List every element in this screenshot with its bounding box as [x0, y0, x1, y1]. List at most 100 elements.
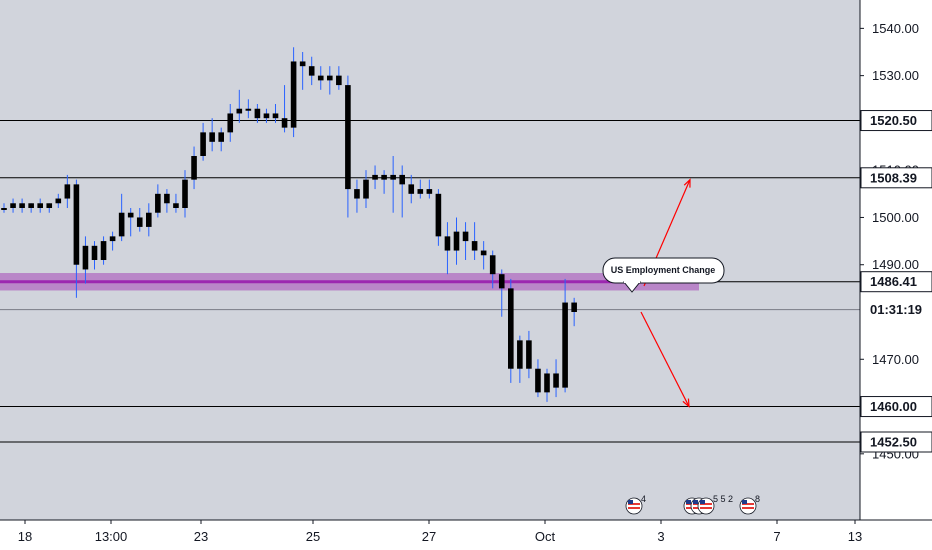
candle-body	[345, 85, 351, 190]
candle-38[interactable]	[345, 75, 351, 218]
candle-body	[399, 174, 405, 185]
candle-body	[517, 340, 523, 369]
candle-40[interactable]	[363, 170, 369, 208]
arrow-head	[682, 398, 690, 408]
event-count: 4	[641, 494, 646, 504]
price-label-1[interactable]: 1508.39	[860, 167, 932, 189]
x-tick-label: Oct	[535, 529, 556, 544]
candle-body	[227, 113, 234, 133]
candle-62[interactable]	[562, 278, 568, 393]
candle-45[interactable]	[408, 174, 415, 204]
economic-events[interactable]: 4 5 5 2 8	[625, 494, 760, 515]
candle-3[interactable]	[28, 203, 34, 213]
candle-61[interactable]	[553, 359, 559, 398]
candle-body	[290, 61, 297, 128]
candle-11[interactable]	[100, 236, 107, 265]
candle-47[interactable]	[426, 179, 433, 199]
candle-15[interactable]	[136, 208, 143, 232]
candle-body	[173, 203, 179, 208]
annotation-box[interactable]	[602, 257, 725, 284]
candle-9[interactable]	[82, 236, 89, 284]
candle-39[interactable]	[354, 179, 360, 213]
candle-54[interactable]	[489, 250, 496, 289]
candle-8[interactable]	[73, 179, 80, 298]
arrow-down[interactable]	[640, 311, 690, 408]
candle-42[interactable]	[381, 170, 387, 194]
candle-41[interactable]	[372, 165, 378, 190]
candle-16[interactable]	[146, 203, 152, 237]
candle-37[interactable]	[336, 66, 342, 90]
candle-60[interactable]	[544, 368, 550, 402]
candle-body	[64, 184, 71, 199]
candle-34[interactable]	[308, 56, 315, 86]
candle-body	[317, 75, 324, 81]
candle-22[interactable]	[200, 122, 206, 161]
candle-27[interactable]	[245, 99, 252, 119]
candle-body	[19, 203, 25, 208]
x-tick-label: 13	[848, 529, 862, 544]
candle-26[interactable]	[236, 89, 243, 123]
candle-18[interactable]	[164, 189, 170, 213]
candle-49[interactable]	[444, 222, 451, 275]
candle-7[interactable]	[64, 174, 71, 208]
candle-58[interactable]	[526, 330, 532, 379]
candle-23[interactable]	[209, 118, 215, 152]
candle-4[interactable]	[37, 198, 43, 213]
candle-14[interactable]	[127, 208, 134, 237]
candle-13[interactable]	[118, 193, 125, 242]
x-tick-label: 3	[657, 529, 664, 544]
candle-43[interactable]	[390, 156, 396, 213]
candle-57[interactable]	[517, 335, 523, 383]
candle-24[interactable]	[218, 127, 224, 152]
candle-29[interactable]	[263, 108, 270, 123]
candle-1[interactable]	[10, 198, 16, 213]
candle-46[interactable]	[417, 179, 424, 199]
candle-35[interactable]	[317, 66, 324, 90]
event-marker-2[interactable]: 8	[739, 494, 760, 515]
candle-30[interactable]	[272, 104, 279, 123]
candle-48[interactable]	[435, 189, 442, 246]
candle-56[interactable]	[508, 278, 514, 383]
candle-6[interactable]	[55, 193, 62, 208]
candle-32[interactable]	[290, 47, 297, 138]
candle-17[interactable]	[155, 184, 161, 218]
candle-51[interactable]	[462, 222, 469, 260]
candle-36[interactable]	[327, 66, 333, 95]
candle-28[interactable]	[254, 104, 261, 123]
candle-body	[444, 236, 451, 251]
candle-50[interactable]	[453, 217, 460, 265]
candle-55[interactable]	[498, 269, 505, 317]
candle-0[interactable]	[1, 203, 7, 213]
candle-31[interactable]	[281, 85, 288, 133]
price-label-3[interactable]: 01:31:19	[861, 299, 932, 320]
price-label-text: 1460.00	[870, 399, 917, 414]
candle-63[interactable]	[571, 297, 577, 327]
candle-44[interactable]	[399, 165, 405, 218]
candle-body	[191, 156, 197, 180]
candle-10[interactable]	[91, 241, 98, 270]
candle-body	[263, 113, 270, 119]
candle-21[interactable]	[191, 146, 197, 190]
candle-33[interactable]	[299, 52, 306, 90]
candle-body	[254, 108, 261, 119]
candle-body	[136, 217, 143, 227]
candle-20[interactable]	[182, 170, 188, 218]
candle-52[interactable]	[471, 222, 478, 260]
price-label-4[interactable]: 1460.00	[860, 396, 932, 418]
candle-59[interactable]	[535, 359, 541, 398]
candle-19[interactable]	[173, 193, 179, 213]
price-label-5[interactable]: 1452.50	[860, 431, 932, 453]
annotation-pointer-cover	[624, 280, 640, 283]
candle-12[interactable]	[109, 231, 116, 251]
candle-2[interactable]	[19, 198, 25, 213]
candle-53[interactable]	[480, 241, 487, 270]
price-labels: 1520.50 1508.39 1486.41 01:31:19 1460.00 1452…	[860, 110, 932, 453]
candle-5[interactable]	[46, 203, 53, 213]
event-marker-1[interactable]: 5 5 2	[683, 494, 733, 515]
candle-body	[535, 368, 541, 393]
price-label-2[interactable]: 1486.41	[860, 271, 932, 293]
candle-25[interactable]	[227, 104, 234, 142]
event-marker-0[interactable]: 4	[625, 494, 646, 515]
candle-body	[408, 184, 415, 194]
price-label-0[interactable]: 1520.50	[860, 110, 932, 132]
